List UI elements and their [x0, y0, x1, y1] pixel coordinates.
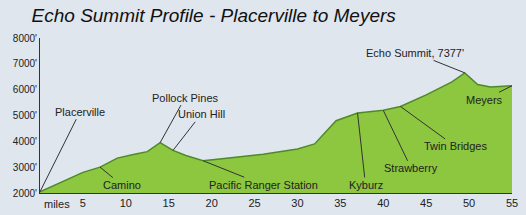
svg-text:50: 50 — [463, 197, 475, 209]
svg-text:35: 35 — [334, 197, 346, 209]
svg-text:10: 10 — [120, 197, 132, 209]
svg-text:20: 20 — [206, 197, 218, 209]
svg-text:Meyers: Meyers — [466, 94, 503, 106]
svg-text:30: 30 — [291, 197, 303, 209]
svg-text:8000': 8000' — [13, 33, 37, 44]
svg-text:15: 15 — [163, 197, 175, 209]
svg-text:4000': 4000' — [13, 136, 37, 147]
svg-text:Strawberry: Strawberry — [384, 162, 438, 174]
svg-text:Kyburz: Kyburz — [349, 179, 383, 191]
svg-text:25: 25 — [248, 197, 260, 209]
svg-text:40: 40 — [377, 197, 389, 209]
svg-text:3000': 3000' — [13, 162, 37, 173]
svg-text:45: 45 — [420, 197, 432, 209]
svg-text:5: 5 — [80, 197, 86, 209]
svg-text:6000': 6000' — [13, 84, 37, 95]
svg-text:55: 55 — [506, 197, 518, 209]
svg-text:Camino: Camino — [103, 179, 141, 191]
svg-text:2000': 2000' — [13, 188, 37, 199]
svg-text:Union Hill: Union Hill — [178, 108, 225, 120]
svg-text:7000': 7000' — [13, 58, 37, 69]
svg-text:Echo Summit Profile - Placervi: Echo Summit Profile - Placerville to Mey… — [32, 5, 397, 26]
svg-text:Pollock Pines: Pollock Pines — [152, 92, 219, 104]
svg-text:miles: miles — [44, 198, 70, 210]
svg-text:Placerville: Placerville — [55, 106, 105, 118]
svg-text:Echo Summit, 7377': Echo Summit, 7377' — [366, 47, 464, 59]
svg-text:5000': 5000' — [13, 110, 37, 121]
svg-text:Pacific Ranger Station: Pacific Ranger Station — [209, 179, 318, 191]
svg-text:Twin Bridges: Twin Bridges — [424, 140, 487, 152]
